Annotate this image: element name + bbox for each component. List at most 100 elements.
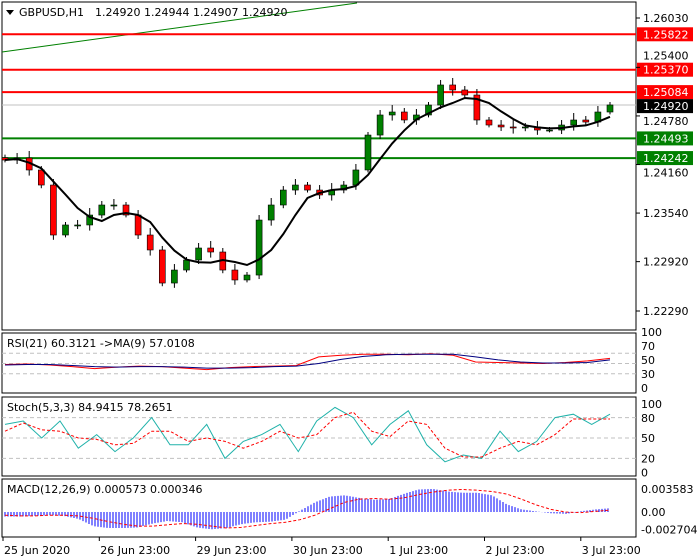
level-price-tag — [637, 85, 693, 100]
time-tick-label: 29 Jun 23:00 — [197, 544, 267, 557]
level-price-label: 1.25370 — [643, 64, 689, 77]
indicator-tick-label: 30 — [641, 368, 655, 381]
indicator-tick-label: -0.002704 — [641, 523, 697, 536]
candle — [400, 111, 408, 121]
time-tick-label: 3 Jul 23:00 — [582, 544, 641, 557]
indicator-title: Stoch(5,3,3) 84.9415 78.2651 — [7, 401, 173, 414]
current-price-tag — [637, 99, 693, 114]
indicator-title: RSI(21) 60.3121 ->MA(9) 57.0108 — [7, 337, 195, 350]
price-tick-label: 1.24780 — [643, 115, 689, 128]
candle — [461, 89, 469, 96]
candle — [159, 249, 166, 284]
candle — [146, 234, 154, 251]
indicator-tick-label: 0.00 — [641, 506, 666, 519]
level-price-label: 1.24242 — [643, 152, 689, 165]
candle — [509, 126, 517, 129]
rsi-line — [4, 353, 611, 371]
price-tick-label: 1.22290 — [643, 305, 689, 318]
candle — [546, 129, 553, 132]
candle — [304, 184, 311, 191]
panel-frame — [1, 1, 637, 331]
level-price-tag — [637, 27, 693, 42]
price-tick-label: 1.26030 — [643, 12, 689, 25]
price-tick-label: 1.23540 — [643, 207, 689, 220]
time-tick-label: 30 Jun 23:00 — [293, 544, 363, 557]
level-price-label: 1.25084 — [643, 86, 689, 99]
chart-header: GBPUSD,H1 1.24920 1.24944 1.24907 1.2492… — [6, 6, 287, 19]
stoch-signal-line — [4, 411, 610, 458]
indicator-tick-label: 0 — [641, 466, 648, 479]
candle — [98, 204, 106, 216]
candle — [292, 184, 299, 191]
indicator-tick-label: 100 — [641, 326, 662, 339]
candle — [437, 84, 444, 106]
price-tick-label: 1.25400 — [643, 49, 689, 62]
level-price-tag — [637, 62, 693, 77]
price-tick-label: 1.22920 — [643, 256, 689, 269]
indicator-tick-label: 20 — [641, 452, 655, 465]
candle — [267, 204, 275, 221]
indicator-tick-label: 50 — [641, 432, 655, 445]
macd-signal-line — [4, 488, 611, 529]
candle — [171, 269, 178, 284]
candle — [183, 259, 190, 271]
level-price-tag — [637, 151, 693, 166]
candle — [122, 204, 130, 216]
level-price-label: 1.24493 — [643, 132, 689, 145]
candle — [388, 111, 396, 116]
panel-frame — [1, 396, 637, 477]
time-tick-label: 1 Jul 23:00 — [389, 544, 448, 557]
stochastic-panel[interactable]: Stoch(5,3,3) 84.9415 78.2651 — [1, 396, 637, 477]
candle — [231, 269, 239, 281]
indicator-tick-label: 50 — [641, 354, 655, 367]
main-price-panel[interactable] — [1, 1, 637, 331]
candle — [62, 224, 69, 236]
candle — [521, 126, 529, 129]
time-tick-label: 26 Jun 23:00 — [100, 544, 170, 557]
candle — [243, 274, 251, 281]
candle — [195, 247, 202, 261]
candle — [74, 224, 81, 227]
panel-frame — [1, 478, 637, 538]
price-tick-label: 1.24160 — [643, 167, 689, 180]
level-price-tag — [637, 131, 693, 146]
candle — [279, 189, 287, 206]
candle — [86, 214, 93, 226]
candle — [207, 247, 214, 253]
current-price-label: 1.24920 — [643, 100, 689, 113]
candle — [50, 184, 57, 236]
candle — [582, 119, 590, 123]
candle — [425, 104, 432, 116]
indicator-title: MACD(12,26,9) 0.000573 0.000346 — [7, 483, 203, 496]
candle — [570, 119, 578, 126]
moving-average-line — [4, 96, 611, 267]
indicator-tick-label: 80 — [641, 412, 655, 425]
candle — [497, 124, 505, 128]
triangle-down-icon[interactable] — [6, 10, 14, 15]
candle — [449, 84, 457, 91]
indicator-tick-label: 100 — [641, 398, 662, 411]
symbol-label: GBPUSD,H1 — [19, 6, 84, 19]
candle — [255, 219, 263, 276]
rsi-panel[interactable]: RSI(21) 60.3121 ->MA(9) 57.0108 — [1, 332, 637, 394]
candle — [606, 104, 614, 113]
candle — [134, 214, 142, 236]
indicator-tick-label: 0 — [641, 382, 648, 395]
trendline — [1, 2, 358, 53]
time-tick-label: 2 Jul 23:00 — [486, 544, 545, 557]
macd-panel[interactable]: MACD(12,26,9) 0.000573 0.000346 — [1, 478, 637, 538]
candle — [473, 94, 481, 121]
rsi-ma-line — [4, 353, 611, 369]
indicator-tick-label: 70 — [641, 340, 655, 353]
time-tick-label: 25 Jun 2020 — [4, 544, 70, 557]
candle — [110, 204, 118, 207]
level-price-label: 1.25822 — [643, 28, 689, 41]
candle — [376, 114, 384, 136]
candle — [37, 169, 45, 186]
candle — [485, 119, 493, 126]
candle — [364, 134, 372, 171]
ohlc-values: 1.24920 1.24944 1.24907 1.24920 — [95, 6, 287, 19]
indicator-tick-label: 0.003583 — [641, 483, 694, 496]
